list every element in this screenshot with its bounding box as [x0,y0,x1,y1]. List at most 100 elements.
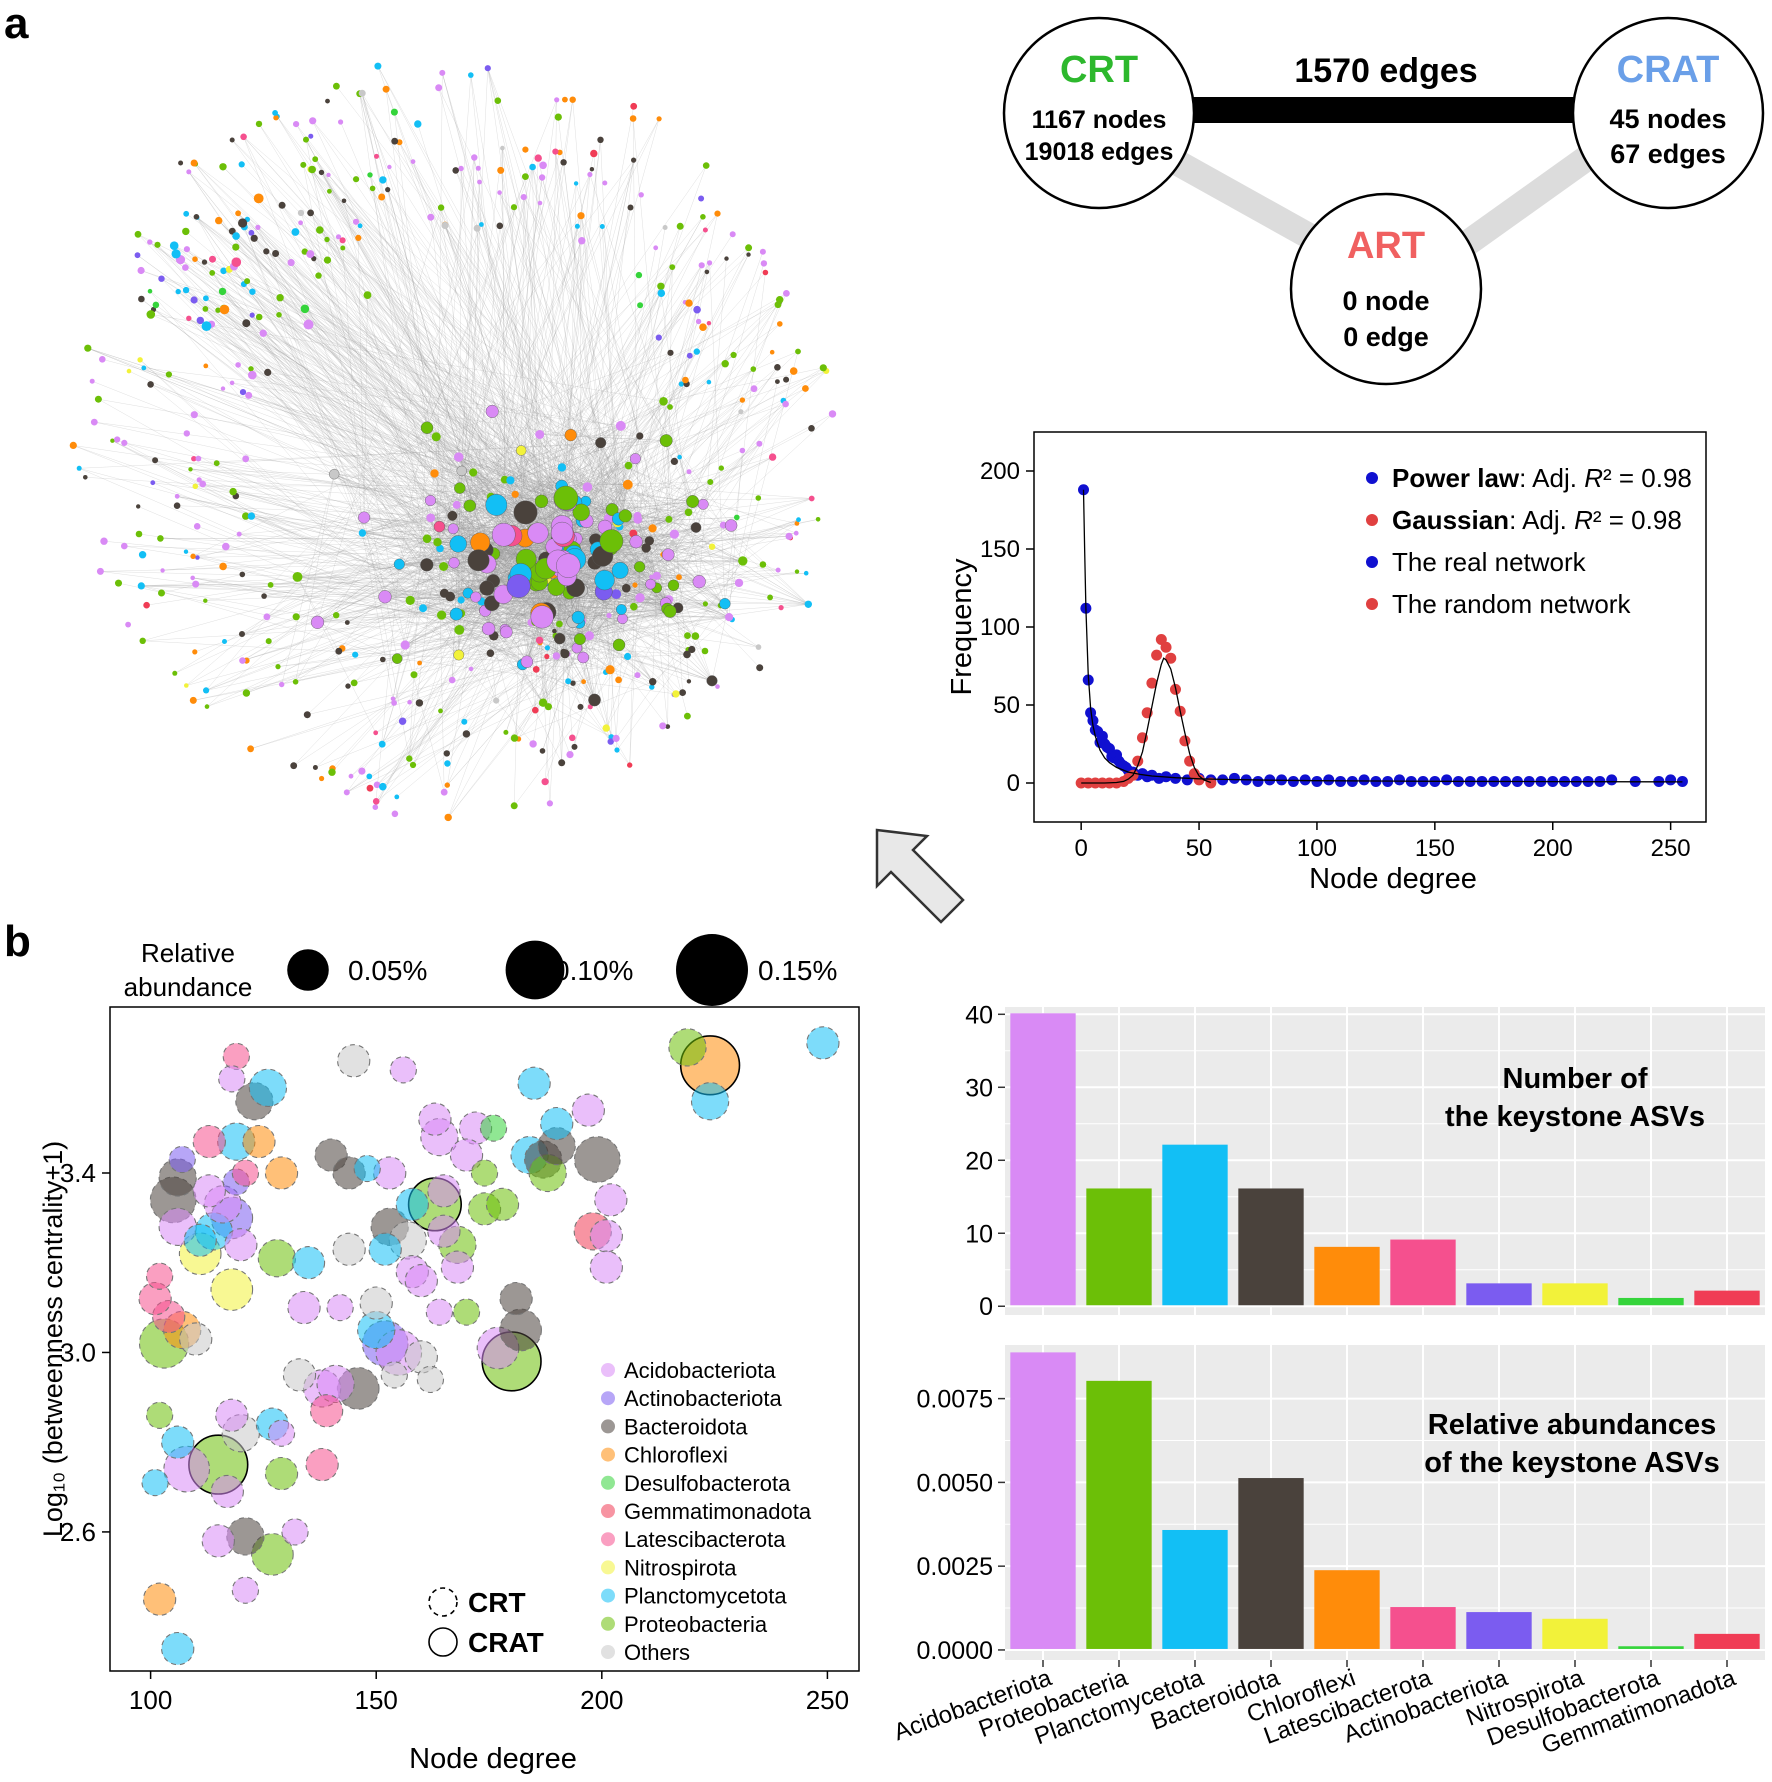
network-node [355,234,362,241]
network-node [267,582,274,588]
bar-marks [1010,1013,1760,1649]
bubble-point-crt [359,1286,393,1320]
network-node [657,289,666,298]
network-node [739,447,746,454]
real-network-point [1441,774,1453,786]
network-node [209,255,216,263]
network-node [725,613,734,622]
bubble-xtick-label: 100 [129,1685,172,1715]
bubble-point-crt [145,1262,174,1290]
network-node [76,465,82,471]
network-node [110,438,115,443]
phylum-legend-label: Actinobacteriota [624,1386,783,1411]
network-node [298,220,303,226]
network-node [273,115,279,121]
network-node [297,209,305,217]
network-node [762,269,769,276]
network-node [174,493,180,499]
real-network-point [1606,774,1618,786]
size-legend: Relative abundance 0.05% 0.10% 0.15% [124,934,837,1006]
network-node [239,389,247,396]
network-node [452,167,460,174]
network-node [615,420,626,431]
bubble-point-crt [806,1026,840,1060]
network-node [595,437,607,449]
network-node [686,679,692,684]
network-node [307,209,314,217]
phylum-legend-swatch [601,1363,615,1377]
network-node [622,583,631,593]
network-node [685,299,693,307]
network-node [577,651,590,664]
phylum-legend-label: Latescibacterota [624,1527,786,1552]
network-node [677,454,682,460]
network-node [247,745,255,753]
network-node [558,759,566,767]
network-node [470,532,491,553]
network-node [529,740,537,748]
network-node [447,523,459,535]
bubble-xlabel: Node degree [409,1743,577,1775]
network-node [315,272,322,279]
phylum-legend-swatch [601,1645,615,1659]
network-node [506,476,515,485]
network-node [769,349,775,355]
network-node [325,98,330,104]
network-node [750,366,757,372]
network-node [605,503,619,516]
network-node [190,296,198,304]
degree-plot-frame [1033,431,1707,823]
network-node [134,230,142,238]
network-node [363,291,372,299]
network-node [328,768,336,776]
network-node [627,204,634,211]
bubble-point-crt [440,1250,475,1284]
network-node [340,245,346,251]
network-node [405,595,415,606]
bubble-point-crt [287,1290,321,1325]
network-node [228,227,236,235]
network-node [352,218,360,225]
network-node [236,531,242,537]
network-node [240,133,247,141]
degree-ytick-label: 200 [980,458,1020,485]
network-node [382,85,390,93]
network-node [706,321,712,326]
network-node [560,649,570,659]
abundance-bar [1238,1478,1304,1649]
network-node [669,529,680,539]
network-node [695,318,702,325]
network-node [774,364,781,371]
network-node [659,397,668,406]
count-bar [1238,1188,1304,1306]
network-node [692,575,706,589]
count-bar [1618,1297,1684,1306]
betweenness-bubble-chart: Relative abundance 0.05% 0.10% 0.15% 100 15… [38,934,860,1775]
count-bar [1390,1239,1456,1306]
network-node [796,517,801,523]
bubble-point-crt [161,1631,195,1666]
network-node [172,670,178,676]
network-node [242,512,250,520]
network-node [358,89,366,97]
network-node [309,117,317,125]
network-node [94,395,102,403]
bubble-point-crt [540,1106,574,1141]
network-node [203,598,208,603]
network-node [602,724,610,732]
network-node [152,301,160,309]
network-node [272,250,280,257]
bubble-point-crt [141,1468,169,1497]
network-node [661,548,675,562]
network-node [137,357,143,363]
network-node [385,187,391,193]
degree-legend-swatch [1366,556,1378,568]
network-node [535,430,545,439]
network-node [186,169,192,175]
network-node [431,432,441,442]
bubble-point-crt [404,1264,438,1298]
network-node [534,494,549,508]
network-node [759,561,767,568]
network-node [552,628,557,634]
bubble-point-crt [499,1281,533,1316]
